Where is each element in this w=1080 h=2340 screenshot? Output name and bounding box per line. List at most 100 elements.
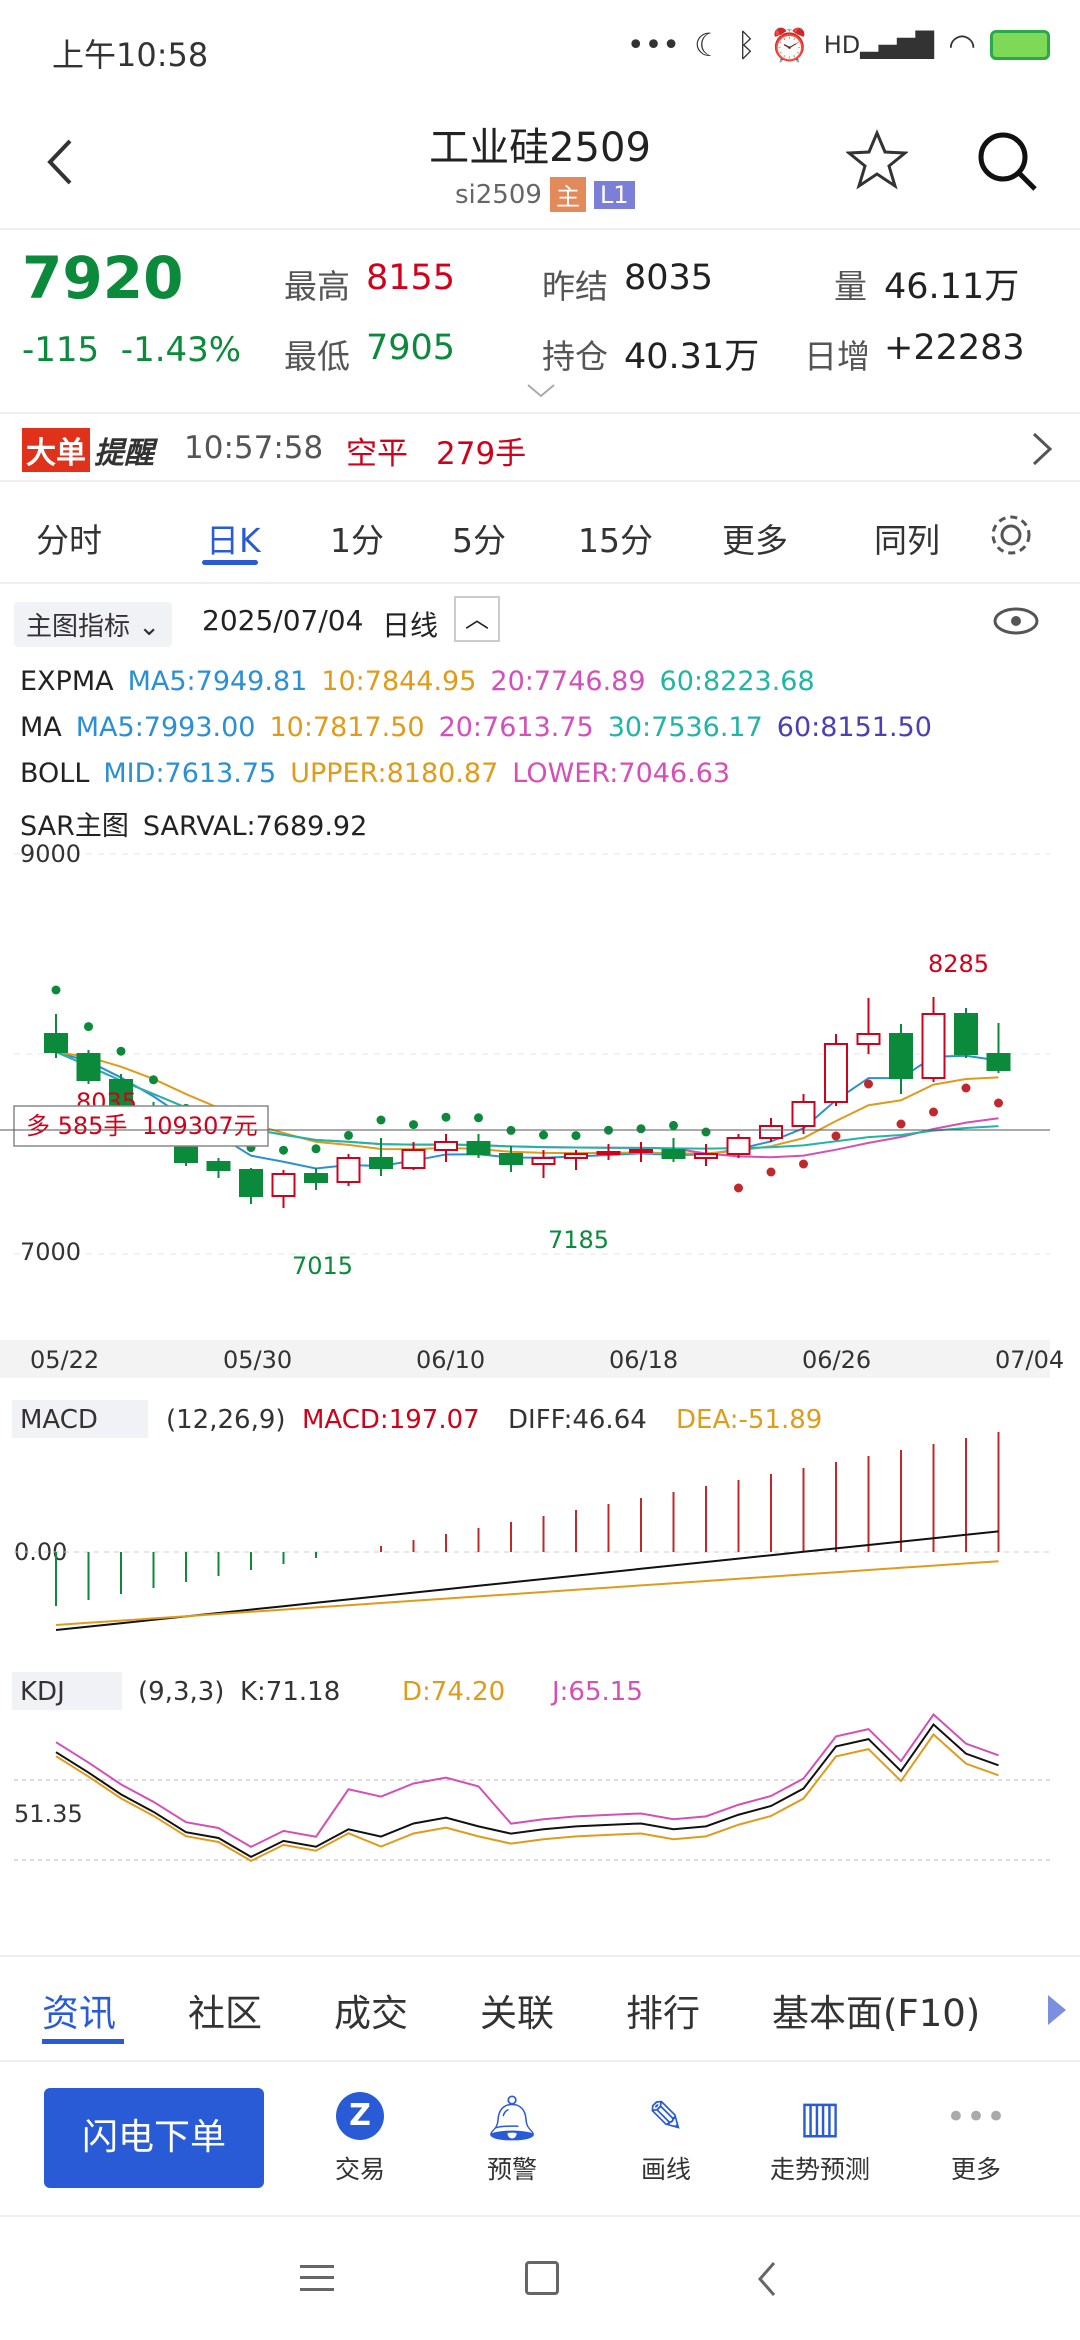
kdj-k: K:71.18 (240, 1677, 340, 1707)
predict-button[interactable]: ▥ 走势预测 (750, 2092, 890, 2186)
candle-body (531, 1157, 556, 1165)
book-icon: ▥ (799, 2092, 841, 2143)
sar-dot (831, 1131, 841, 1141)
candle-body (954, 1013, 978, 1055)
dea-line (55, 1560, 999, 1626)
candle-body (336, 1157, 361, 1183)
gear-icon[interactable] (988, 512, 1034, 558)
l1-badge: L1 (593, 180, 635, 209)
menu-icon[interactable] (300, 2265, 334, 2291)
sar-dot (84, 1022, 93, 1032)
contract-code-row: si2509 主 L1 (455, 177, 635, 212)
star-icon[interactable] (846, 129, 908, 191)
candle-body (401, 1149, 426, 1169)
wifi-icon: ◠ (948, 26, 976, 64)
status-bar: 上午10:58 ••• ☾ ᛒ ⏰ HD▂▄▆█ ◠ (0, 0, 1080, 95)
sar-dot (344, 1130, 353, 1140)
tab-related[interactable]: 关联 (480, 1992, 554, 2035)
position-pnl: 109307元 (142, 1112, 258, 1140)
tab-news[interactable]: 资讯 (42, 1992, 116, 2035)
sar-dot (571, 1131, 581, 1141)
tab-compare[interactable]: 同列 (874, 521, 940, 560)
ma-ma30: 30:7536.17 (607, 712, 763, 743)
candle-body (661, 1149, 686, 1159)
back-icon[interactable] (44, 137, 74, 187)
warn-button[interactable]: 🔔︎ 预警 (442, 2092, 582, 2186)
ma-ma60: 60:8151.50 (776, 712, 932, 743)
expand-chevron-icon[interactable] (526, 382, 556, 400)
tab-5min[interactable]: 5分 (452, 521, 506, 560)
trade-icon: Z (336, 2092, 384, 2140)
sar-dot (669, 1120, 678, 1130)
indicator-selector[interactable]: 主图指标 ⌄ (14, 602, 173, 647)
tab-daily-k[interactable]: 日K (206, 521, 261, 560)
sar-dot (51, 985, 61, 995)
chart-area[interactable]: 主图指标 ⌄ 2025/07/04 日线 ︿ EXPMA MA5:7949.81 1… (0, 590, 1080, 1950)
alarm-icon: ⏰ (769, 26, 810, 64)
sar-dot (636, 1124, 646, 1134)
macd-dea: DEA:-51.89 (676, 1405, 822, 1435)
tab-more[interactable]: 更多 (722, 521, 788, 560)
tab-fundamentals[interactable]: 基本面(F10) (772, 1992, 981, 2035)
sar-dot (734, 1183, 743, 1193)
tab-trades[interactable]: 成交 (334, 1992, 408, 2035)
chevron-right-icon[interactable] (1030, 430, 1054, 468)
home-icon[interactable] (525, 2261, 559, 2295)
boll-name: BOLL (20, 758, 90, 789)
high-value: 8155 (366, 258, 456, 298)
chart-date: 2025/07/04 (202, 604, 364, 637)
tab-community[interactable]: 社区 (188, 1992, 262, 2035)
period-tabs: 分时 日K 1分 5分 15分 更多 同列 (0, 484, 1080, 584)
sar-dot (441, 1112, 451, 1122)
sar-name: SAR主图 (20, 811, 129, 842)
info-tabs: 资讯 社区 成交 关联 排行 基本面(F10) (0, 1955, 1080, 2055)
draw-button[interactable]: ✎ 画线 (596, 2092, 736, 2186)
expma-ma60: 60:8223.68 (659, 666, 815, 697)
sar-dot (539, 1130, 548, 1140)
sar-dot (474, 1113, 483, 1123)
sar-dot (279, 1145, 288, 1155)
tab-timeshare[interactable]: 分时 (36, 521, 102, 560)
flash-order-button[interactable]: 闪电下单 (44, 2088, 264, 2188)
sar-dot (311, 1144, 321, 1154)
sar-dot (929, 1107, 938, 1117)
kdj-j: J:65.15 (550, 1677, 643, 1707)
annotation-low1: 7015 (292, 1252, 353, 1280)
candle-body (856, 1033, 881, 1045)
oi-value: 40.31万 (624, 337, 760, 377)
kline-svg: 9000 7000 8285 7015 7185 8035 多 585手 109… (0, 840, 1064, 1863)
boll-upper: UPPER:8180.87 (290, 758, 499, 789)
y-label-bottom: 7000 (20, 1238, 81, 1266)
eye-icon[interactable] (992, 606, 1040, 636)
nav-back-icon[interactable] (756, 2261, 778, 2297)
alert-action: 空平 (346, 436, 408, 472)
tab-1min[interactable]: 1分 (330, 521, 384, 560)
trade-button[interactable]: Z 交易 (290, 2092, 430, 2186)
warn-label: 预警 (486, 2155, 537, 2184)
prev-label: 昨结 (542, 267, 608, 306)
candle-body (44, 1033, 68, 1053)
scroll-right-icon[interactable] (1046, 1993, 1068, 2027)
bell-icon: 🔔︎ (484, 2093, 540, 2144)
expma-name: EXPMA (20, 666, 114, 697)
contract-code: si2509 (455, 179, 542, 210)
tab-15min[interactable]: 15分 (578, 521, 653, 560)
boll-lower: LOWER:7046.63 (512, 758, 731, 789)
quote-panel: 7920 -115 -1.43% 最高 8155 最低 7905 昨结 8035… (0, 232, 1080, 412)
chart-period: 日线 (382, 609, 439, 642)
big-order-alert[interactable]: 大单 提醒 10:57:58 空平 279手 (0, 412, 1080, 482)
x-axis-label: 06/10 (416, 1346, 485, 1374)
search-icon[interactable] (975, 129, 1039, 193)
x-axis-label: 06/26 (802, 1346, 871, 1374)
collapse-button[interactable]: ︿ (454, 596, 500, 642)
indicator-selector-label: 主图指标 (26, 612, 131, 642)
vol-label: 量 (834, 267, 867, 306)
kdj-d: D:74.20 (402, 1677, 505, 1707)
page-header: 工业硅2509 si2509 主 L1 (0, 95, 1080, 230)
position-label: 多 585手 (26, 1112, 127, 1140)
k-line (55, 1723, 999, 1859)
tab-ranking[interactable]: 排行 (626, 1992, 700, 2035)
more-button[interactable]: ••• 更多 (906, 2092, 1046, 2186)
sar-dot (376, 1115, 386, 1125)
candle-body (629, 1149, 653, 1153)
